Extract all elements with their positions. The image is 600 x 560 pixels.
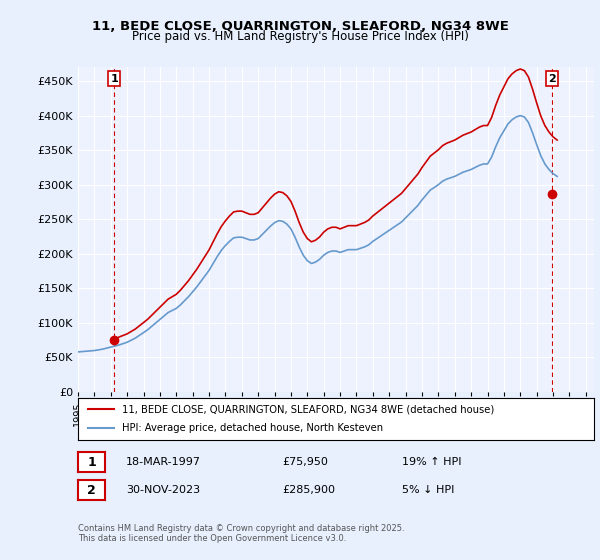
Text: 5% ↓ HPI: 5% ↓ HPI	[402, 485, 454, 495]
Text: 1: 1	[87, 455, 96, 469]
Text: 19% ↑ HPI: 19% ↑ HPI	[402, 457, 461, 467]
Text: 30-NOV-2023: 30-NOV-2023	[126, 485, 200, 495]
Text: HPI: Average price, detached house, North Kesteven: HPI: Average price, detached house, Nort…	[122, 423, 383, 433]
Text: £75,950: £75,950	[282, 457, 328, 467]
Text: 11, BEDE CLOSE, QUARRINGTON, SLEAFORD, NG34 8WE: 11, BEDE CLOSE, QUARRINGTON, SLEAFORD, N…	[92, 20, 508, 32]
Text: 18-MAR-1997: 18-MAR-1997	[126, 457, 201, 467]
Text: 11, BEDE CLOSE, QUARRINGTON, SLEAFORD, NG34 8WE (detached house): 11, BEDE CLOSE, QUARRINGTON, SLEAFORD, N…	[122, 404, 494, 414]
Text: 2: 2	[548, 74, 556, 83]
Text: 1: 1	[110, 74, 118, 83]
Text: £285,900: £285,900	[282, 485, 335, 495]
Text: 2: 2	[87, 483, 96, 497]
Text: Contains HM Land Registry data © Crown copyright and database right 2025.
This d: Contains HM Land Registry data © Crown c…	[78, 524, 404, 543]
Text: Price paid vs. HM Land Registry's House Price Index (HPI): Price paid vs. HM Land Registry's House …	[131, 30, 469, 43]
